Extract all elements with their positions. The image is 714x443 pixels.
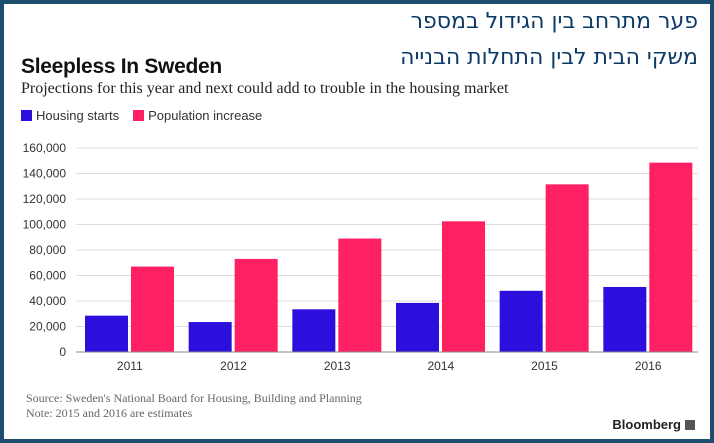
x-tick-label: 2015 <box>531 359 558 373</box>
chart-title: Sleepless In Sweden <box>21 55 222 78</box>
y-tick-label: 40,000 <box>29 294 66 308</box>
y-tick-label: 160,000 <box>23 141 67 155</box>
chart-subtitle: Projections for this year and next could… <box>21 80 509 97</box>
hebrew-caption-line-1: פער מתרחב בין הגידול במספר <box>410 9 698 34</box>
legend-item-population-increase: Population increase <box>133 108 262 123</box>
legend-label-population-increase: Population increase <box>148 108 263 123</box>
bar-population-increase <box>338 238 382 352</box>
x-tick-label: 2011 <box>117 359 143 373</box>
bar-population-increase <box>131 266 174 352</box>
x-tick-label: 2013 <box>324 359 351 373</box>
bar-housing-starts <box>85 315 128 352</box>
bloomberg-mark-icon <box>685 419 695 430</box>
source-note: Source: Sweden's National Board for Hous… <box>26 391 362 421</box>
legend-swatch-housing-starts <box>21 110 32 121</box>
legend-label-housing-starts: Housing starts <box>36 108 120 123</box>
y-tick-label: 100,000 <box>23 218 67 232</box>
bar-housing-starts <box>188 322 232 352</box>
bar-housing-starts <box>603 286 647 352</box>
y-tick-label: 80,000 <box>29 243 66 257</box>
bloomberg-logo: Bloomberg <box>612 417 695 432</box>
x-tick-label: 2014 <box>427 359 454 373</box>
y-tick-label: 60,000 <box>29 269 66 283</box>
y-tick-label: 120,000 <box>23 192 67 206</box>
y-tick-label: 20,000 <box>29 320 66 334</box>
bar-housing-starts <box>292 309 336 352</box>
bar-housing-starts <box>396 302 439 352</box>
x-tick-label: 2012 <box>220 359 247 373</box>
bar-population-increase <box>234 258 278 352</box>
bar-population-increase <box>649 162 693 352</box>
y-tick-label: 0 <box>59 345 66 359</box>
bar-housing-starts <box>499 290 543 352</box>
hebrew-caption-line-2: משקי הבית לבין התחלות הבנייה <box>400 45 698 70</box>
source-text: Source: Sweden's National Board for Hous… <box>26 391 362 405</box>
bar-population-increase <box>545 184 589 352</box>
legend-item-housing-starts: Housing starts <box>21 108 119 123</box>
legend: Housing starts Population increase <box>21 108 276 123</box>
bar-population-increase <box>442 221 485 352</box>
legend-swatch-population-increase <box>133 110 145 121</box>
x-tick-label: 2016 <box>635 359 662 373</box>
estimate-note: Note: 2015 and 2016 are estimates <box>26 406 193 420</box>
brand-name: Bloomberg <box>612 417 681 432</box>
y-tick-label: 140,000 <box>23 167 67 181</box>
